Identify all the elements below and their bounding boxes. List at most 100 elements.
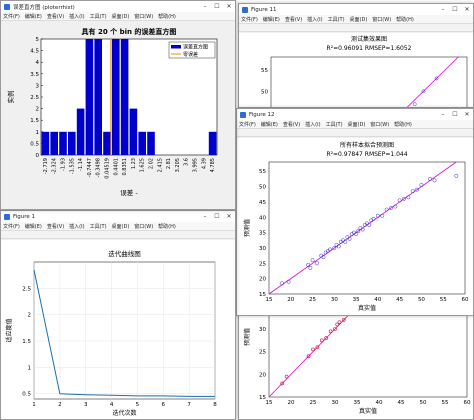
x-tick-label: 4.785 — [210, 158, 216, 172]
menu-item[interactable]: 插入(I) — [307, 16, 323, 23]
minimize-icon[interactable]: – — [441, 111, 445, 118]
y-tick-label: 4 — [36, 60, 40, 66]
menu-item[interactable]: 插入(I) — [69, 223, 85, 230]
close-icon[interactable]: ✕ — [226, 213, 232, 220]
x-tick-label: 1.23 — [131, 158, 137, 169]
x-tick-label: 20 — [288, 400, 295, 406]
menu-item[interactable]: 编辑(E) — [262, 16, 280, 23]
maximize-icon[interactable]: ☐ — [214, 3, 220, 10]
y-tick-label: 15 — [259, 395, 266, 401]
data-point — [354, 232, 359, 237]
matlab-figure-icon — [240, 111, 246, 118]
title-bar[interactable]: Figure 11 – ☐ ✕ — [239, 4, 473, 15]
chart-title: 具有 20 个 bin 的误差直方图 — [81, 27, 177, 36]
chart-subtitle: R²=0.97847 RMSEP=1.044 — [326, 151, 407, 158]
x-tick-label: 3.205 — [175, 158, 181, 172]
data-point — [310, 258, 315, 263]
close-icon[interactable]: ✕ — [226, 3, 232, 10]
error-histogram-window: 误差直方图 (ploterrhist) – ☐ ✕ 文件(F) 编辑(E) 查看(V… — [0, 0, 236, 210]
toolbar — [239, 24, 473, 32]
minimize-icon[interactable]: – — [441, 6, 445, 13]
menu-item[interactable]: 窗口(W) — [370, 121, 390, 128]
histogram-bar — [76, 108, 85, 155]
chart-title: 迭代曲线图 — [108, 249, 141, 258]
histogram-bar — [68, 131, 76, 155]
menu-item[interactable]: 查看(V) — [282, 121, 301, 128]
close-icon[interactable]: ✕ — [464, 111, 470, 118]
menu-item[interactable]: 查看(V) — [46, 223, 65, 230]
y-tick-label: 30 — [259, 246, 266, 252]
y-tick-label: 2.5 — [22, 286, 31, 292]
y-axis-label: 预测值 — [243, 219, 251, 237]
x-axis-label: 迭代次数 — [112, 409, 136, 417]
menu-item[interactable]: 插入(I) — [69, 13, 85, 20]
data-point — [380, 213, 385, 218]
y-tick-label: 55 — [259, 169, 266, 175]
x-tick-label: 0.8351 — [122, 158, 128, 176]
menu-item[interactable]: 编辑(E) — [24, 13, 42, 20]
menu-item[interactable]: 插入(I) — [305, 121, 321, 128]
data-point — [286, 279, 291, 284]
menu-item[interactable]: 工具(T) — [325, 121, 343, 128]
x-tick-label: -1.14 — [78, 158, 84, 171]
menu-item[interactable]: 帮助(H) — [158, 223, 176, 230]
maximize-icon[interactable]: ☐ — [452, 6, 458, 13]
y-tick-label: 50 — [261, 89, 268, 95]
x-tick-label: -2.719 — [43, 158, 49, 174]
menu-item[interactable]: 编辑(E) — [24, 223, 42, 230]
data-point — [347, 236, 352, 241]
minimize-icon[interactable]: – — [203, 213, 207, 220]
title-bar[interactable]: 误差直方图 (ploterrhist) – ☐ ✕ — [1, 1, 235, 12]
x-tick-label: 7 — [187, 402, 191, 408]
histogram-bar — [147, 131, 155, 155]
title-bar[interactable]: Figure 1 – ☐ ✕ — [1, 211, 235, 222]
menu-item[interactable]: 窗口(W) — [372, 16, 392, 23]
menu-item[interactable]: 桌面(D) — [111, 13, 130, 20]
menu-item[interactable]: 桌面(D) — [111, 223, 130, 230]
menu-item[interactable]: 编辑(E) — [260, 121, 278, 128]
x-tick-label: 5 — [136, 402, 140, 408]
data-point — [375, 213, 380, 218]
menu-item[interactable]: 帮助(H) — [158, 13, 176, 20]
menu-item[interactable]: 桌面(D) — [347, 121, 366, 128]
data-point — [356, 229, 361, 234]
menu-item[interactable]: 窗口(W) — [134, 13, 154, 20]
menu-item[interactable]: 文件(F) — [3, 223, 20, 230]
menu-item[interactable]: 帮助(H) — [396, 16, 414, 23]
menu-item[interactable]: 文件(F) — [239, 121, 256, 128]
y-axis-label: 实例 — [6, 91, 15, 104]
data-point — [371, 216, 376, 221]
menu-item[interactable]: 帮助(H) — [394, 121, 412, 128]
y-tick-label: 0 — [36, 153, 40, 159]
close-icon[interactable]: ✕ — [464, 6, 470, 13]
data-point — [393, 204, 398, 209]
data-point — [342, 318, 346, 322]
menu-item[interactable]: 工具(T) — [89, 223, 107, 230]
maximize-icon[interactable]: ☐ — [214, 213, 220, 220]
minimize-icon[interactable]: – — [203, 3, 207, 10]
menu-item[interactable]: 桌面(D) — [349, 16, 368, 23]
y-tick-label: 55 — [261, 68, 268, 74]
y-tick-label: 15 — [259, 292, 266, 298]
series-line — [33, 269, 215, 397]
menu-item[interactable]: 工具(T) — [327, 16, 345, 23]
fit-line — [268, 301, 363, 398]
legend-label: 误差直方图 — [183, 44, 208, 51]
menu-item[interactable]: 查看(V) — [46, 13, 65, 20]
x-tick-label: 60 — [464, 400, 471, 406]
data-point — [306, 262, 311, 267]
window-title: Figure 12 — [249, 111, 275, 118]
y-tick-label: 25 — [259, 261, 266, 267]
menu-item[interactable]: 文件(F) — [3, 13, 20, 20]
menu-item[interactable]: 查看(V) — [284, 16, 303, 23]
data-point — [360, 227, 365, 232]
x-tick-label: 50 — [418, 297, 425, 303]
x-tick-label: 4.39 — [201, 158, 207, 169]
maximize-icon[interactable]: ☐ — [452, 111, 458, 118]
title-bar[interactable]: Figure 12 – ☐ ✕ — [237, 109, 473, 120]
data-point — [367, 222, 372, 227]
menu-item[interactable]: 窗口(W) — [134, 223, 154, 230]
plot-area — [33, 261, 216, 400]
menu-item[interactable]: 文件(F) — [241, 16, 258, 23]
menu-item[interactable]: 工具(T) — [89, 13, 107, 20]
